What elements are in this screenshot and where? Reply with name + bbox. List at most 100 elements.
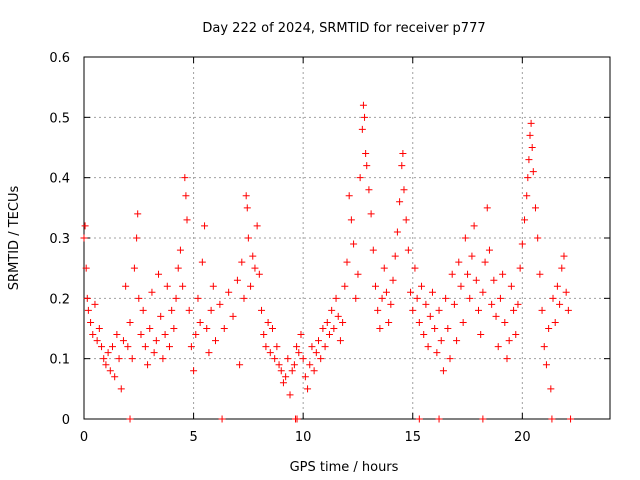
data-point <box>529 168 537 176</box>
data-point <box>89 331 97 339</box>
data-point <box>400 186 408 194</box>
data-point <box>330 325 338 332</box>
data-point <box>472 276 480 284</box>
data-point <box>363 162 371 170</box>
chart-title: Day 222 of 2024, SRMTID for receiver p77… <box>202 21 485 36</box>
data-point <box>139 306 147 314</box>
data-point <box>243 204 251 212</box>
data-point <box>490 276 498 284</box>
data-point <box>137 331 145 339</box>
data-point <box>407 288 415 296</box>
data-point <box>212 337 219 345</box>
data-point <box>540 343 548 351</box>
data-point <box>371 282 379 290</box>
data-point <box>159 355 167 363</box>
data-point <box>126 415 134 423</box>
data-point <box>481 258 489 266</box>
data-point <box>192 331 200 339</box>
data-point <box>485 246 493 254</box>
data-point <box>201 222 209 230</box>
y-tick-label: 0.1 <box>49 353 70 368</box>
data-point <box>545 325 553 332</box>
data-point <box>111 373 119 381</box>
data-point <box>260 331 268 339</box>
data-point <box>359 101 367 109</box>
data-point <box>464 270 472 278</box>
data-point <box>124 343 132 351</box>
data-point <box>181 174 189 182</box>
data-point <box>455 258 463 266</box>
data-point <box>236 361 244 369</box>
data-point <box>564 306 572 314</box>
data-point <box>84 306 92 314</box>
data-point <box>113 331 121 339</box>
data-point <box>87 318 95 326</box>
data-point <box>106 367 114 375</box>
data-point <box>277 367 285 375</box>
data-point <box>422 300 430 308</box>
data-point <box>122 282 130 290</box>
data-point <box>380 264 388 272</box>
data-point <box>128 355 136 363</box>
data-point <box>282 373 290 381</box>
data-point <box>187 343 195 351</box>
data-point <box>479 288 487 296</box>
data-point <box>170 325 178 332</box>
data-point <box>503 355 511 363</box>
data-point <box>387 300 395 308</box>
data-point <box>496 294 504 302</box>
data-point <box>304 385 312 393</box>
data-point <box>262 343 270 351</box>
y-tick-label: 0.3 <box>49 232 70 247</box>
data-point <box>492 312 500 320</box>
x-tick-label: 5 <box>189 430 197 445</box>
data-point <box>415 318 423 326</box>
y-tick-label: 0.6 <box>49 51 70 66</box>
data-point <box>194 294 202 302</box>
data-point <box>396 198 404 206</box>
data-point <box>196 318 204 326</box>
data-point <box>301 373 309 381</box>
plot-frame <box>83 56 611 420</box>
data-point <box>82 264 90 272</box>
data-point <box>315 337 323 345</box>
data-point <box>218 415 226 423</box>
data-point <box>251 264 259 272</box>
data-point <box>157 312 165 320</box>
data-point <box>174 264 182 272</box>
data-point <box>549 294 557 302</box>
data-point <box>148 288 156 296</box>
data-point <box>93 337 101 345</box>
data-point <box>358 125 366 133</box>
data-point <box>290 361 298 369</box>
data-point <box>376 325 384 332</box>
data-point <box>524 174 532 182</box>
data-point <box>435 415 443 423</box>
data-point <box>325 331 333 339</box>
data-point <box>133 234 141 242</box>
data-point <box>461 234 469 242</box>
data-point <box>477 331 485 339</box>
data-point <box>411 264 419 272</box>
data-point <box>352 294 360 302</box>
data-point <box>479 415 487 423</box>
data-point <box>233 276 241 284</box>
data-point <box>567 415 575 423</box>
data-point <box>185 306 193 314</box>
data-point <box>369 246 377 254</box>
data-point <box>525 156 533 164</box>
data-point <box>319 325 327 332</box>
data-point <box>161 331 169 339</box>
data-point <box>526 131 534 139</box>
data-point <box>117 385 125 393</box>
data-point <box>413 294 421 302</box>
data-point <box>350 240 358 248</box>
data-point <box>91 300 99 308</box>
data-point <box>115 355 123 363</box>
data-point <box>560 252 568 260</box>
y-tick-label: 0.5 <box>49 111 70 126</box>
data-point <box>176 246 184 254</box>
data-point <box>299 355 307 363</box>
data-point <box>528 144 536 151</box>
data-point <box>442 294 450 302</box>
